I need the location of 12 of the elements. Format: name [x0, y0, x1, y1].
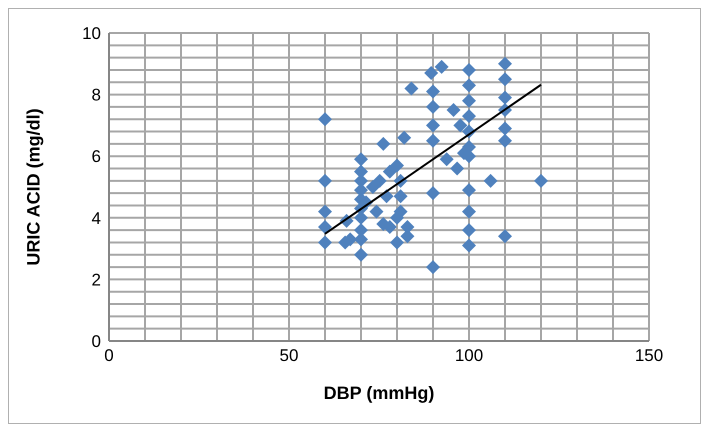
x-axis-title: DBP (mmHg): [324, 383, 434, 403]
y-tick-label: 8: [92, 86, 101, 105]
y-tick-label: 2: [92, 270, 101, 290]
x-tick-label: 50: [280, 346, 298, 366]
y-tick-label: 4: [92, 208, 101, 228]
y-tick-label: 6: [92, 147, 101, 166]
x-tick-label: 100: [454, 346, 484, 366]
y-axis-title: URIC ACID (mg/dl): [23, 108, 44, 266]
y-tick-label: 10: [82, 24, 101, 44]
y-tick-label: 0: [92, 332, 101, 352]
x-tick-label: 150: [634, 346, 664, 366]
x-tick-label: 0: [104, 346, 114, 366]
